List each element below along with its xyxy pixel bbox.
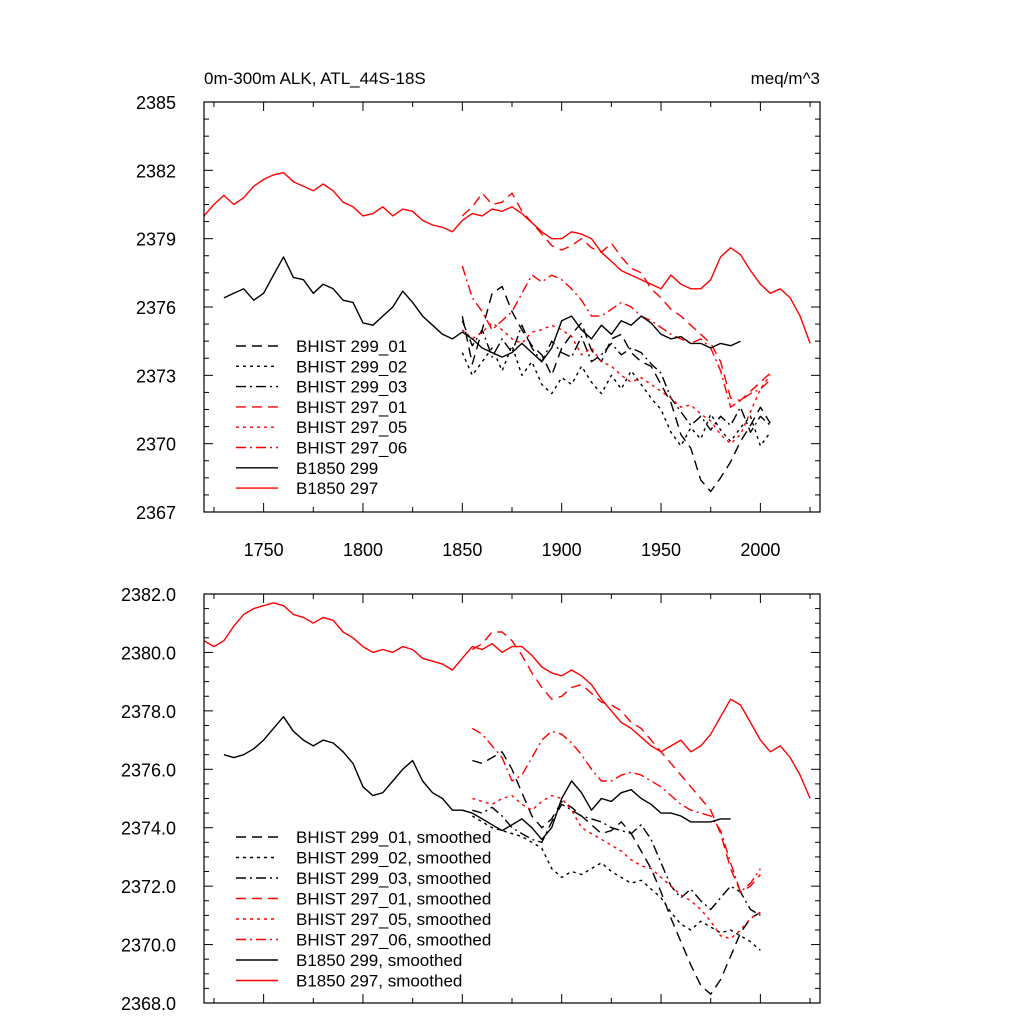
x-tick-label: 1750 (244, 540, 284, 560)
bottom-plot-marks: 2368.0 2370.0 2372.0 2374.0 2376.0 2378.0 2380… (121, 585, 821, 1014)
y-tick-label: 2376 (136, 298, 176, 318)
series-line-bhist-297-06-smoothed (471, 727, 761, 893)
legend-label: B1850 299, smoothed (296, 951, 462, 970)
y-tick-label: 2372.0 (121, 877, 176, 897)
legend-label: B1850 297, smoothed (296, 972, 462, 991)
series-line-bhist-297-05 (461, 322, 771, 445)
legend-label: B1850 299 (296, 459, 378, 478)
legend-label: BHIST 297_01 (296, 398, 407, 417)
series-line-b1850-299 (223, 256, 741, 363)
series-line-bhist-299-02-smoothed (471, 815, 761, 951)
series-line-bhist-297-01 (461, 192, 771, 402)
y-tick-label: 2382 (136, 161, 176, 181)
series-line-b1850-297 (204, 171, 811, 344)
legend: BHIST 299_01, smoothed BHIST 299_02, smoo… (236, 828, 491, 991)
y-tick-label: 2378.0 (121, 702, 176, 722)
y-tick-label: 2379 (136, 230, 176, 250)
x-tick-label: 1800 (343, 540, 383, 560)
legend-label: B1850 297 (296, 479, 378, 498)
x-tick-label: 1850 (442, 540, 482, 560)
y-tick-label: 2367 (136, 503, 176, 523)
legend-label: BHIST 299_02, smoothed (296, 849, 491, 868)
y-tick-label: 2374.0 (121, 819, 176, 839)
series-lines (204, 171, 811, 493)
series-line-b1850-297-smoothed (204, 602, 811, 799)
bottom-panel: 2368.0 2370.0 2372.0 2374.0 2376.0 2378.0 2380… (121, 585, 821, 1014)
series-lines (204, 602, 811, 995)
series-line-bhist-299-02 (461, 345, 771, 447)
y-tick-label: 2376.0 (121, 760, 176, 780)
legend-label: BHIST 297_05 (296, 418, 407, 437)
y-tick-label: 2380.0 (121, 643, 176, 663)
legend-label: BHIST 297_05, smoothed (296, 910, 491, 929)
series-line-bhist-299-03-smoothed (472, 803, 761, 917)
y-tick-label: 2368.0 (121, 994, 176, 1014)
series-line-bhist-297-01-smoothed (471, 631, 761, 893)
legend-label: BHIST 297_01, smoothed (296, 890, 491, 909)
panel-title-right: meq/m^3 (751, 69, 820, 88)
y-tick-label: 2373 (136, 366, 176, 386)
y-tick-label: 2370 (136, 435, 176, 455)
series-line-b1850-299-smoothed (223, 716, 731, 841)
legend-label: BHIST 299_02 (296, 357, 407, 376)
legend-label: BHIST 299_03 (296, 378, 407, 397)
legend-label: BHIST 299_03, smoothed (296, 869, 491, 888)
legend-label: BHIST 297_06, smoothed (296, 931, 491, 950)
y-tick-label: 2370.0 (121, 936, 176, 956)
top-panel: 0m-300m ALK, ATL_44S-18S meq/m^3 1750 180… (136, 69, 821, 560)
series-line-bhist-297-06 (461, 265, 771, 408)
legend-label: BHIST 299_01 (296, 337, 407, 356)
series-line-bhist-299-01 (461, 285, 771, 493)
x-tick-label: 1900 (542, 540, 582, 560)
series-line-bhist-299-01-smoothed (472, 751, 761, 995)
x-tick-label: 2000 (740, 540, 780, 560)
series-line-bhist-297-05-smoothed (472, 794, 761, 940)
legend-label: BHIST 299_01, smoothed (296, 828, 491, 847)
panel-title-left: 0m-300m ALK, ATL_44S-18S (204, 69, 426, 88)
legend-label: BHIST 297_06 (296, 439, 407, 458)
x-tick-label: 1950 (641, 540, 681, 560)
top-plot-marks: 1750 1800 1850 1900 1950 2000 2367 2370 2373 2376… (136, 93, 821, 560)
y-tick-label: 2382.0 (121, 585, 176, 605)
y-tick-label: 2385 (136, 93, 176, 113)
series-line-bhist-299-03 (461, 320, 771, 433)
